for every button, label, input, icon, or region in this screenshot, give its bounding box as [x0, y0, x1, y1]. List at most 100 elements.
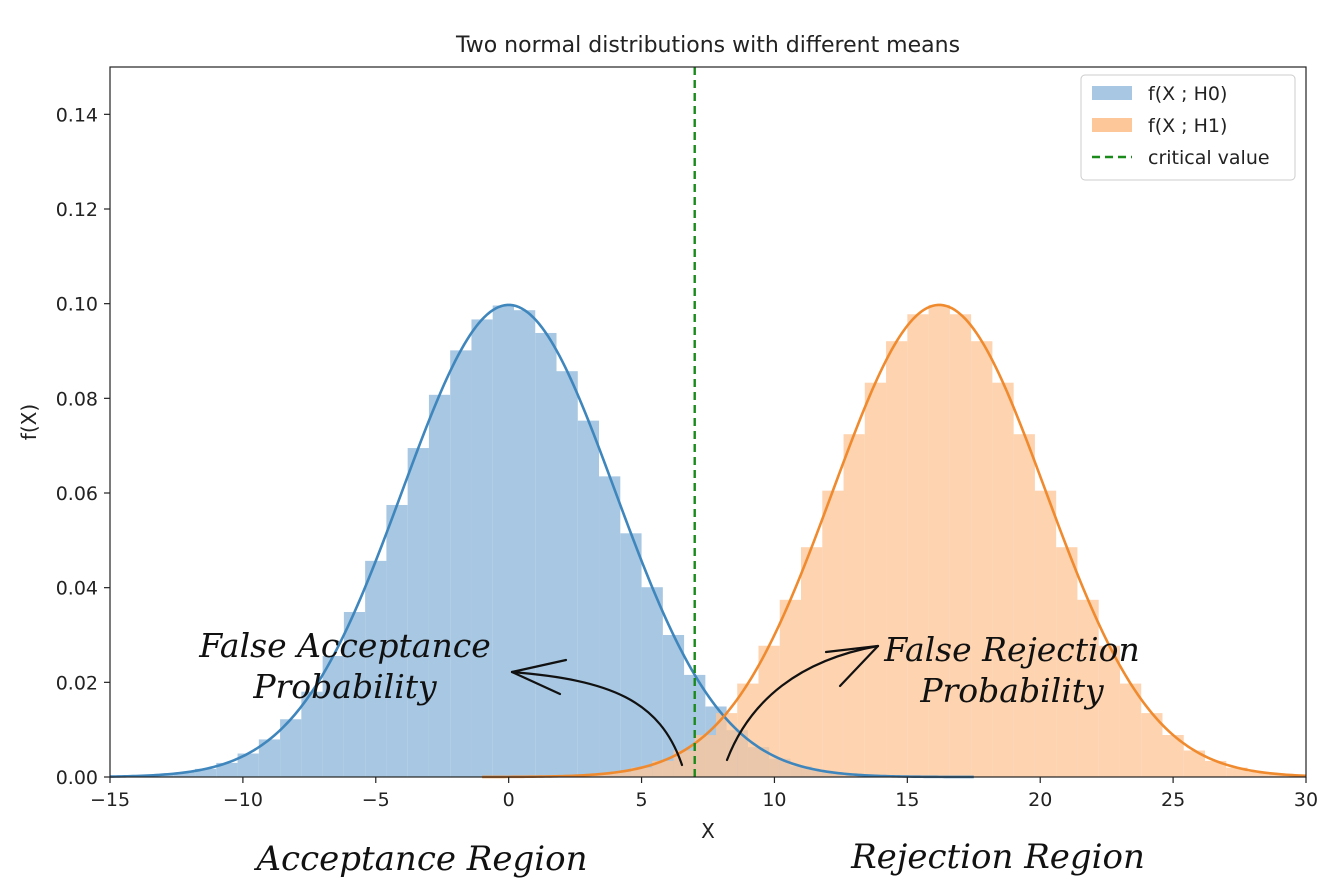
histogram-bar-h1 — [801, 547, 823, 777]
histogram-bar-h0 — [237, 753, 259, 777]
x-tick-label: 0 — [503, 789, 515, 811]
x-tick-label: −10 — [223, 789, 263, 811]
histogram-layer — [110, 304, 1306, 777]
histogram-bar-h0 — [301, 691, 323, 777]
axes-frame — [109, 66, 1307, 778]
y-tick-label: 0.14 — [56, 104, 98, 126]
x-tick-label: −15 — [90, 789, 130, 811]
histogram-bar-h0 — [620, 533, 642, 777]
false-acceptance-label-line2: Probability — [252, 667, 437, 706]
y-tick-label: 0.12 — [56, 199, 98, 221]
histogram-bar-h1 — [1183, 750, 1206, 777]
histogram-bar-h1 — [1034, 490, 1057, 777]
density-curve-h1 — [482, 303, 1307, 779]
histogram-bar-h0 — [216, 762, 238, 777]
x-tick-label: 15 — [895, 789, 919, 811]
histogram-bar-h1 — [737, 683, 759, 777]
histogram-bar-h1 — [1226, 767, 1248, 777]
histogram-bar-h1 — [1056, 547, 1078, 777]
y-tick-label: 0.02 — [56, 672, 98, 694]
histogram-bar-h1 — [1119, 683, 1142, 777]
histogram-bar-h1 — [758, 645, 780, 777]
histogram-bar-h1 — [822, 490, 844, 777]
y-tick-label: 0.04 — [56, 578, 98, 600]
x-tick-label: 5 — [636, 789, 648, 811]
acceptance-region-label: Acceptance Region — [253, 839, 587, 879]
histogram-bar-h1 — [1205, 760, 1227, 777]
histogram-bar-h1 — [652, 760, 674, 777]
false-acceptance-arrow — [510, 658, 684, 767]
histogram-bar-h1 — [907, 314, 929, 777]
false-acceptance-label-line1: False Acceptance — [198, 626, 491, 665]
histogram-bar-h0 — [428, 394, 451, 777]
histogram-bar-h1 — [779, 599, 802, 777]
histogram-bar-h1 — [864, 382, 887, 777]
density-curve-h0 — [109, 303, 974, 779]
x-tick-label: −5 — [362, 789, 390, 811]
histogram-bar-h1 — [1013, 434, 1035, 777]
histogram-bar-h0 — [513, 310, 536, 777]
y-axis-ticks: 0.00 0.02 0.04 0.06 0.08 0.10 0.12 0.14 — [56, 104, 110, 789]
histogram-bar-h0 — [280, 719, 302, 777]
histogram-bar-h1 — [1077, 599, 1099, 777]
rejection-region-label: Rejection Region — [850, 837, 1145, 877]
histogram-bar-h0 — [450, 350, 472, 777]
histogram-bar-h0 — [599, 476, 621, 777]
legend-swatch-h0 — [1092, 86, 1132, 100]
histogram-bar-h0 — [471, 319, 493, 777]
histogram-bar-h1 — [971, 341, 993, 777]
histogram-bar-h1 — [588, 774, 610, 777]
y-tick-label: 0.06 — [56, 483, 98, 505]
x-axis-ticks: −15 −10 −5 0 5 10 15 20 25 30 — [90, 777, 1318, 811]
x-axis-label: X — [701, 819, 715, 843]
histogram-bar-h1 — [630, 767, 653, 777]
legend-label-h1: f(X ; H1) — [1148, 115, 1227, 137]
histogram-bar-h0 — [641, 587, 663, 777]
legend: f(X ; H0) f(X ; H1) critical value — [1080, 74, 1296, 181]
histogram-bar-h0 — [535, 332, 557, 777]
y-axis-label: f(X) — [17, 404, 41, 440]
false-rejection-label-line1: False Rejection — [883, 630, 1139, 669]
legend-label-h0: f(X ; H0) — [1148, 83, 1227, 105]
x-tick-label: 10 — [762, 789, 786, 811]
histogram-bar-h1 — [609, 771, 631, 777]
histogram-bar-h0 — [195, 768, 217, 777]
histogram-bar-h1 — [1247, 771, 1269, 777]
histogram-bar-h0 — [258, 739, 281, 777]
x-tick-label: 30 — [1294, 789, 1318, 811]
histogram-bar-h1 — [715, 713, 738, 777]
histogram-bar-h1 — [1098, 645, 1120, 777]
legend-box — [1080, 74, 1296, 181]
x-tick-label: 25 — [1161, 789, 1185, 811]
histogram-bar-h1 — [949, 314, 972, 777]
histogram-bar-h0 — [343, 612, 366, 777]
histogram-bar-h0 — [662, 634, 685, 777]
y-tick-label: 0.00 — [56, 767, 98, 789]
false-rejection-label-line2: Probability — [919, 671, 1104, 710]
histogram-bar-h1 — [1141, 713, 1163, 777]
y-tick-label: 0.10 — [56, 294, 98, 316]
curve-layer — [109, 303, 1307, 779]
histogram-bar-h0 — [386, 504, 408, 777]
histogram-bar-h0 — [173, 772, 196, 777]
false-rejection-arrow — [725, 644, 880, 762]
legend-label-critical: critical value — [1148, 147, 1270, 169]
histogram-bar-h0 — [492, 305, 514, 777]
y-tick-label: 0.08 — [56, 388, 98, 410]
histogram-bar-h1 — [1268, 774, 1291, 777]
histogram-bar-h0 — [577, 420, 600, 777]
histogram-bar-h0 — [365, 560, 387, 777]
histogram-bar-h0 — [407, 448, 429, 777]
histogram-bar-h1 — [886, 341, 908, 777]
histogram-bar-h0 — [556, 371, 578, 777]
histogram-bar-h1 — [843, 434, 865, 777]
histogram-bar-h1 — [928, 304, 950, 777]
legend-swatch-h1 — [1092, 118, 1132, 132]
histogram-bar-h1 — [992, 382, 1014, 777]
histogram-bar-h0 — [322, 655, 344, 777]
chart-title: Two normal distributions with different … — [455, 33, 960, 58]
x-tick-label: 20 — [1028, 789, 1052, 811]
histogram-bar-h1 — [694, 735, 716, 777]
histogram-bar-h1 — [1162, 735, 1184, 777]
